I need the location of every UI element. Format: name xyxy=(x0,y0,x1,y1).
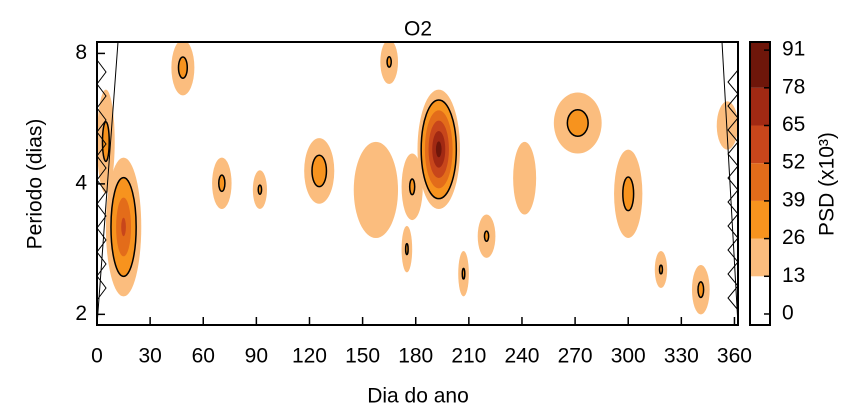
x-tick-label: 0 xyxy=(91,345,103,368)
x-axis-label: Dia do ano xyxy=(367,385,469,408)
x-tick-label: 120 xyxy=(292,345,327,368)
colorbar-swatch xyxy=(750,276,770,325)
x-tick-label: 30 xyxy=(138,345,161,368)
colorbar-swatch xyxy=(750,125,770,164)
x-tick-label: 240 xyxy=(504,345,539,368)
colorbar-swatch xyxy=(750,238,770,277)
contour-region xyxy=(218,174,226,193)
contour-region xyxy=(566,108,589,138)
y-tick-label: 2 xyxy=(75,302,87,325)
colorbar-tick-label: 26 xyxy=(782,226,805,249)
x-tick-label: 210 xyxy=(451,345,486,368)
colorbar-tick-label: 78 xyxy=(782,75,805,98)
x-tick-label: 150 xyxy=(345,345,380,368)
contour-region xyxy=(697,281,705,299)
colorbar-swatch xyxy=(750,87,770,126)
y-tick-label: 8 xyxy=(75,41,87,64)
colorbar-tick-label: 39 xyxy=(782,188,805,211)
contour-region xyxy=(461,267,466,280)
x-tick-label: 90 xyxy=(245,345,268,368)
x-tick-label: 360 xyxy=(717,345,752,368)
x-tick-label: 60 xyxy=(192,345,215,368)
contour-region xyxy=(311,154,328,188)
contour-region xyxy=(483,230,490,243)
colorbar-tick-label: 13 xyxy=(782,264,805,287)
x-tick-label: 330 xyxy=(664,345,699,368)
colorbar-tick-label: 0 xyxy=(782,302,794,325)
contour-region xyxy=(121,217,126,237)
x-tick-label: 300 xyxy=(611,345,646,368)
x-tick-label: 180 xyxy=(398,345,433,368)
x-tick-label: 270 xyxy=(558,345,593,368)
y-tick-label: 4 xyxy=(75,171,87,194)
contour-region xyxy=(513,141,537,215)
colorbar-swatch xyxy=(750,163,770,201)
colorbar-frame xyxy=(749,41,771,326)
colorbar-tick-label: 91 xyxy=(782,38,805,61)
contour-region xyxy=(177,56,189,79)
contour-region xyxy=(101,121,110,163)
contour-region xyxy=(435,141,442,158)
colorbar-tick-label: 52 xyxy=(782,151,805,174)
contour-region xyxy=(658,264,664,275)
contour-region xyxy=(622,176,635,212)
colorbar-tick-label: 65 xyxy=(782,113,805,136)
colorbar-swatch xyxy=(750,42,770,88)
colorbar-label: PSD (x10³) xyxy=(816,132,839,236)
plot-area xyxy=(97,42,738,315)
contour-region xyxy=(716,101,738,150)
contour-region xyxy=(404,242,409,256)
chart-title: O2 xyxy=(404,18,432,41)
colorbar-swatch xyxy=(750,200,770,239)
y-axis-label: Periodo (dias) xyxy=(24,119,47,250)
contour-region xyxy=(386,55,393,68)
contour-region xyxy=(408,178,416,196)
contour-region xyxy=(257,184,263,195)
contour-region xyxy=(353,141,399,239)
